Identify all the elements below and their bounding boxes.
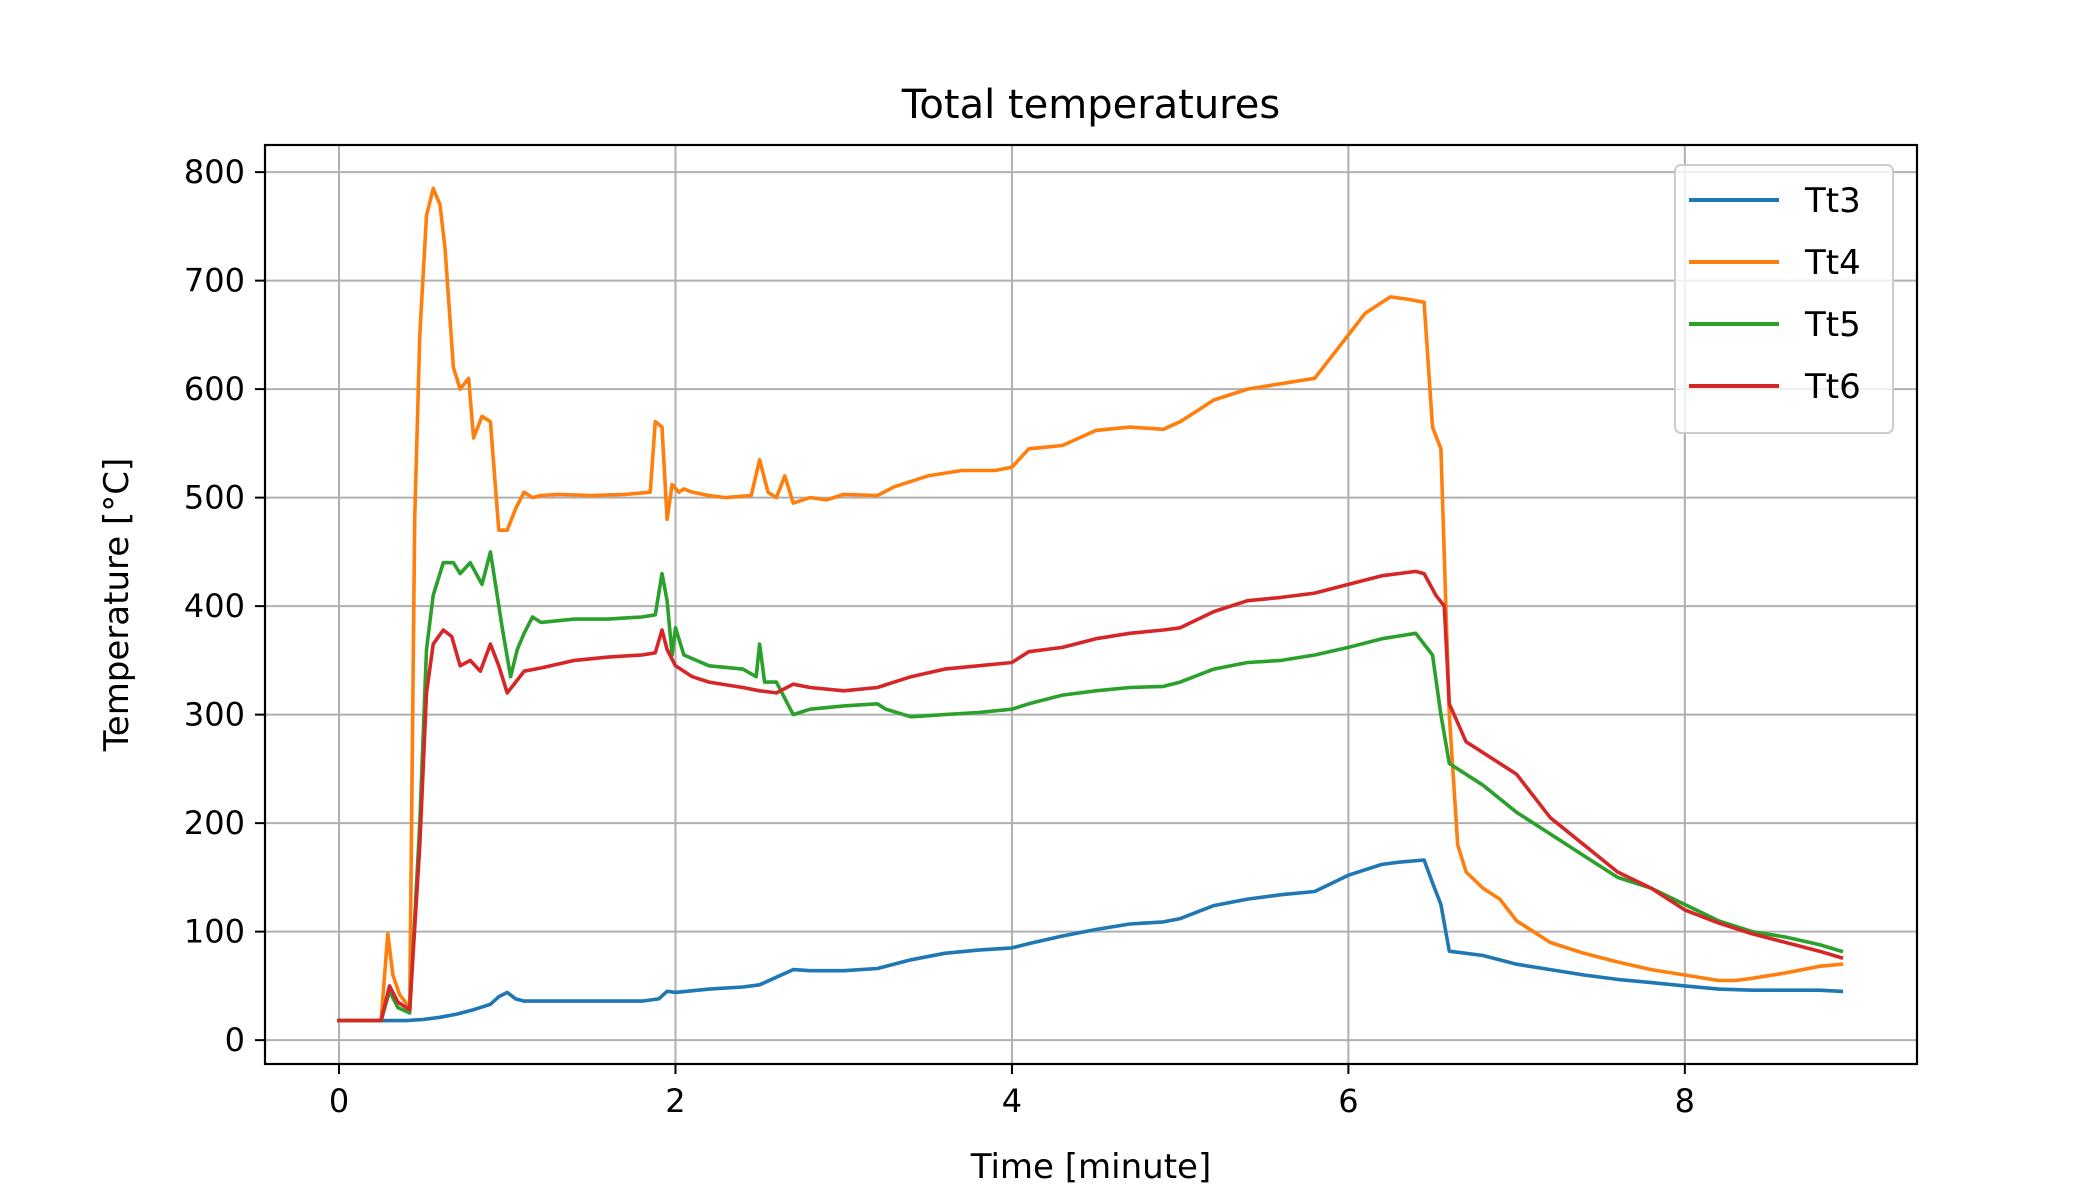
grid (265, 145, 1917, 1064)
y-tick-label: 600 (184, 370, 245, 408)
x-axis: 0 2 4 6 8 (329, 1064, 1695, 1120)
x-tick-label: 2 (665, 1082, 685, 1120)
y-tick-label: 500 (184, 479, 245, 517)
series-layer (337, 186, 1844, 1023)
y-axis-label: Temperature [°C] (97, 458, 137, 752)
legend-label: Tt3 (1804, 181, 1861, 221)
y-tick-label: 200 (184, 804, 245, 842)
y-tick-label: 0 (225, 1021, 245, 1059)
series-line-tt3 (337, 858, 1844, 1023)
y-tick-label: 700 (184, 262, 245, 300)
series-line-tt4 (337, 186, 1844, 1023)
series-line-tt5 (337, 550, 1844, 1023)
legend-label: Tt4 (1804, 243, 1861, 283)
plot-frame (263, 143, 1919, 1066)
chart-title: Total temperatures (901, 82, 1280, 128)
legend: Tt3 Tt4 Tt5 Tt6 (1674, 164, 1894, 434)
x-tick-label: 6 (1338, 1082, 1358, 1120)
x-tick-label: 0 (329, 1082, 349, 1120)
legend-label: Tt6 (1804, 367, 1861, 407)
series-line-tt6 (337, 569, 1844, 1023)
y-tick-label: 100 (184, 913, 245, 951)
x-axis-label: Time [minute] (970, 1147, 1211, 1187)
legend-frame (1674, 164, 1894, 434)
y-axis: 0 100 200 300 400 500 600 700 800 (184, 153, 265, 1059)
y-tick-label: 400 (184, 587, 245, 625)
y-tick-label: 800 (184, 153, 245, 191)
x-tick-label: 4 (1002, 1082, 1022, 1120)
y-tick-label: 300 (184, 696, 245, 734)
legend-label: Tt5 (1804, 305, 1861, 345)
x-tick-label: 8 (1675, 1082, 1695, 1120)
